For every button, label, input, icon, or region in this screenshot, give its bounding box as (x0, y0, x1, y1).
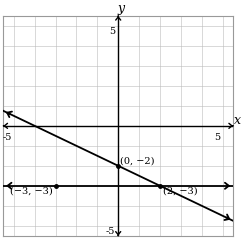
Text: 5: 5 (109, 27, 115, 36)
Text: (−3, −3): (−3, −3) (10, 187, 52, 196)
Text: (2, −3): (2, −3) (163, 187, 198, 196)
Text: x: x (234, 114, 241, 127)
Text: -5: -5 (3, 133, 12, 142)
Text: -5: -5 (106, 227, 115, 236)
Text: (0, −2): (0, −2) (120, 157, 155, 166)
Text: 5: 5 (214, 133, 220, 142)
Text: y: y (118, 2, 125, 15)
